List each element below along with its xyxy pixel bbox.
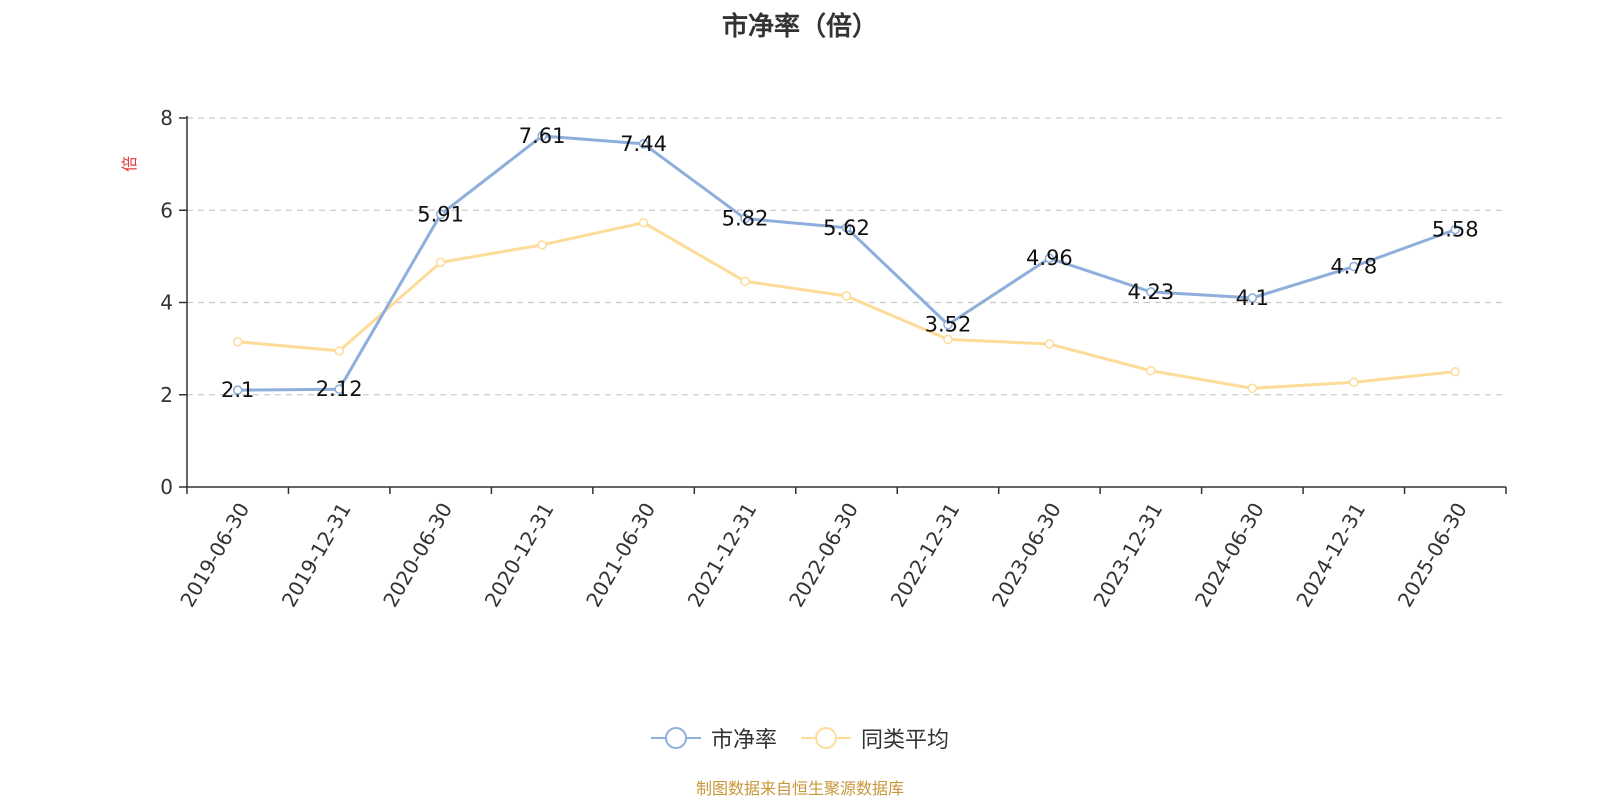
data-label: 3.52 xyxy=(925,313,972,337)
data-point xyxy=(232,336,243,347)
data-point xyxy=(1146,287,1156,297)
data-point xyxy=(841,223,852,233)
x-tick-label: 2025-06-30 xyxy=(1393,499,1472,612)
data-point xyxy=(232,385,243,395)
y-tick-label: 8 xyxy=(160,106,173,130)
x-tick-label: 2024-12-31 xyxy=(1291,499,1370,612)
data-point xyxy=(1044,253,1055,263)
data-point xyxy=(435,257,446,268)
x-tick-label: 2022-12-31 xyxy=(886,499,965,612)
x-tick-label: 2023-06-30 xyxy=(987,499,1066,612)
x-tick-label: 2022-06-30 xyxy=(784,499,863,612)
data-point xyxy=(1146,366,1156,376)
legend-swatch-peer-avg-icon xyxy=(801,727,851,749)
data-label: 7.61 xyxy=(519,124,566,148)
data-label: 4.96 xyxy=(1026,246,1073,270)
x-tick-label: 2023-12-31 xyxy=(1088,499,1167,612)
axes: 0 2 4 6 8 2019-06-30 2019-12-31 2020-06-30 2020-… xyxy=(160,106,1507,612)
data-point xyxy=(1247,293,1258,303)
x-tick-label: 2019-12-31 xyxy=(277,499,356,612)
y-tick-label: 6 xyxy=(160,198,173,222)
data-point xyxy=(740,213,750,224)
data-label: 5.62 xyxy=(823,216,870,240)
data-point xyxy=(1247,383,1258,394)
data-point xyxy=(1349,377,1359,388)
data-point xyxy=(943,319,953,330)
data-label: 7.44 xyxy=(620,132,667,156)
chart-title: 市净率（倍） xyxy=(721,12,878,42)
source-note: 制图数据来自恒生聚源数据库 xyxy=(695,779,904,798)
data-point xyxy=(638,217,649,228)
data-label: 2.12 xyxy=(316,377,363,401)
legend: 市净率 同类平均 xyxy=(0,722,1600,754)
data-point xyxy=(638,139,649,149)
data-point xyxy=(1450,366,1461,377)
series-lines xyxy=(237,134,1456,392)
data-point xyxy=(1450,224,1461,235)
data-labels: 2.1 2.12 5.91 7.61 7.44 5.82 5.62 3.52 4.96 4.23 4… xyxy=(221,124,1479,402)
y-tick-label: 2 xyxy=(160,383,173,407)
data-label: 4.78 xyxy=(1330,255,1377,279)
legend-label-peer-avg: 同类平均 xyxy=(861,728,950,753)
data-point xyxy=(1044,339,1055,349)
data-point xyxy=(943,334,953,345)
y-tick-label: 4 xyxy=(160,291,173,315)
legend-label-pb: 市净率 xyxy=(710,728,777,753)
data-label: 5.91 xyxy=(417,202,464,226)
legend-item-pb[interactable]: 市净率 xyxy=(650,722,777,754)
series-line-0 xyxy=(237,134,1456,392)
x-tick-label: 2019-06-30 xyxy=(175,499,254,612)
x-tick-label: 2020-06-30 xyxy=(378,498,457,611)
grid-lines xyxy=(187,117,1506,396)
data-point xyxy=(1349,261,1359,272)
data-label: 4.23 xyxy=(1128,280,1175,304)
data-points xyxy=(232,131,1461,395)
data-point xyxy=(537,131,547,141)
x-tick-label: 2021-06-30 xyxy=(581,499,660,612)
y-tick-label: 0 xyxy=(160,475,173,499)
legend-swatch-pb-icon xyxy=(650,727,701,749)
data-point xyxy=(740,276,750,287)
data-label: 4.1 xyxy=(1236,286,1269,310)
legend-item-peer-avg[interactable]: 同类平均 xyxy=(801,722,949,754)
data-point xyxy=(537,240,547,250)
data-point xyxy=(334,384,344,394)
x-tick-label: 2024-06-30 xyxy=(1190,499,1269,612)
data-label: 5.58 xyxy=(1432,218,1479,242)
data-point xyxy=(841,291,852,301)
x-tick-label: 2020-12-31 xyxy=(480,499,559,612)
data-point xyxy=(435,209,446,220)
x-tick-label: 2021-12-31 xyxy=(683,499,762,612)
data-point xyxy=(334,346,344,356)
data-label: 2.1 xyxy=(221,378,254,402)
data-label: 5.82 xyxy=(722,207,769,231)
